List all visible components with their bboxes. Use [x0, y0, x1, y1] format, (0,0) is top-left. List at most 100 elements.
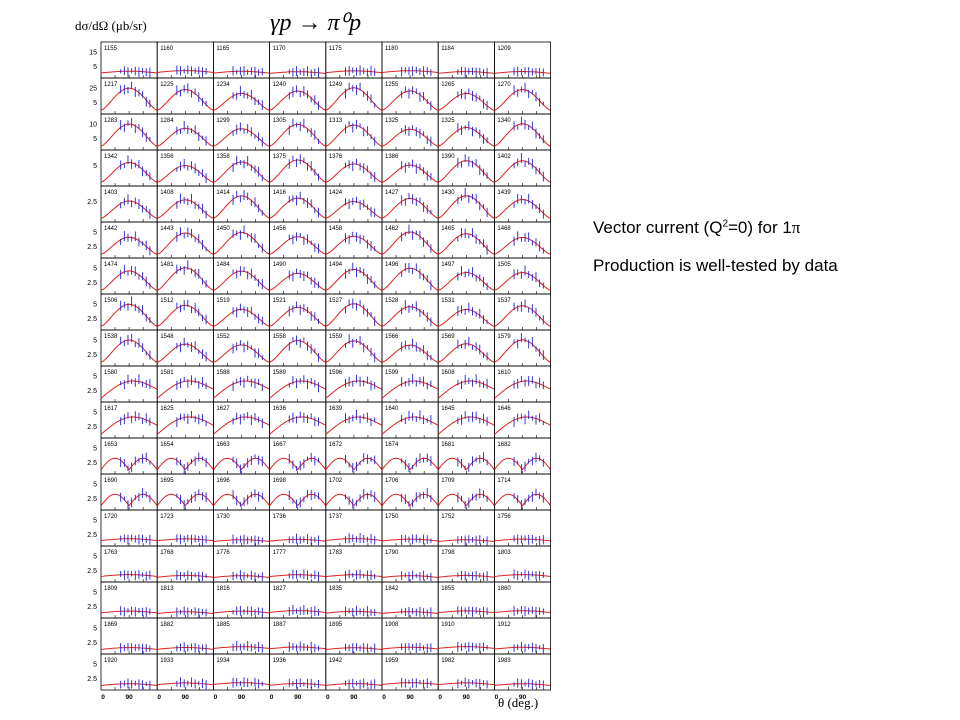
energy-label: 1538: [104, 334, 118, 340]
panel: 1698: [269, 473, 327, 511]
model-curve: [438, 92, 495, 111]
model-curve: [325, 538, 383, 541]
energy-label: 1842: [385, 586, 399, 592]
model-curve: [437, 160, 495, 183]
panel: 1512: [156, 293, 214, 331]
panel: 1869: [100, 617, 158, 655]
model-curve: [156, 88, 214, 111]
model-curve: [269, 272, 326, 291]
energy-label: 1674: [385, 442, 399, 448]
energy-label: 1696: [216, 478, 230, 484]
x-tick-label: 0: [157, 694, 161, 701]
energy-label: 1240: [273, 82, 287, 88]
energy-label: 1474: [104, 262, 118, 268]
panel: 1170: [269, 41, 327, 79]
panel: 1390: [437, 149, 495, 187]
model-curve: [494, 380, 551, 399]
model-curve: [213, 646, 270, 649]
model-curve: [381, 128, 439, 147]
x-tick-label: 0: [438, 694, 442, 701]
model-curve: [437, 493, 495, 507]
energy-label: 1342: [104, 154, 118, 160]
model-curve: [494, 457, 551, 471]
model-curve: [325, 574, 383, 578]
model-curve: [325, 268, 383, 291]
panel: 1283: [100, 113, 158, 151]
model-curve: [269, 574, 326, 578]
model-curve: [325, 683, 383, 686]
energy-label: 1882: [160, 622, 174, 628]
energy-label: 1803: [497, 550, 511, 556]
energy-label: 1720: [104, 514, 118, 520]
energy-label: 1756: [497, 514, 511, 520]
y-tick-label: 5: [93, 302, 97, 309]
energy-label: 1790: [385, 550, 399, 556]
y-tick-label: 25: [89, 86, 97, 93]
energy-label: 1617: [104, 406, 118, 412]
model-curve: [325, 163, 383, 183]
model-curve: [213, 128, 270, 147]
panel: 1528: [381, 293, 439, 331]
panel: 1305: [269, 113, 327, 151]
side-text-line1-sup: 2: [722, 218, 728, 230]
energy-label: 1450: [216, 226, 230, 232]
model-curve: [494, 89, 551, 111]
model-curve: [213, 416, 270, 435]
energy-label: 1209: [497, 46, 511, 52]
model-curve: [213, 231, 270, 255]
energy-label: 1155: [104, 46, 118, 52]
energy-label: 1887: [273, 622, 287, 628]
energy-label: 1690: [104, 478, 118, 484]
energy-label: 1527: [329, 298, 343, 304]
model-curve: [269, 197, 327, 219]
panel: 1375: [269, 149, 327, 187]
x-tick-label: 90: [519, 694, 527, 701]
model-curve: [100, 493, 158, 507]
y-tick-label: 10: [89, 122, 97, 129]
model-curve: [213, 575, 270, 578]
model-curve: [213, 380, 270, 399]
energy-label: 1813: [160, 586, 174, 592]
model-curve: [156, 267, 214, 291]
panel: 1706: [381, 473, 439, 511]
model-curve: [381, 538, 439, 542]
model-curve: [494, 574, 551, 577]
energy-label: 1462: [385, 226, 399, 232]
model-curve: [269, 159, 327, 183]
model-curve: [325, 493, 383, 507]
energy-label: 1714: [497, 478, 511, 484]
panel: 1639: [325, 401, 383, 439]
y-tick-label: 2.5: [87, 604, 97, 611]
energy-label: 1284: [160, 118, 174, 124]
energy-label: 1737: [329, 514, 343, 520]
model-curve: [494, 71, 551, 74]
panel: 1599: [381, 365, 439, 403]
model-curve: [100, 303, 158, 327]
model-curve: [156, 457, 214, 471]
energy-label: 1653: [104, 442, 118, 448]
model-curve: [381, 416, 439, 435]
panel: 1552: [212, 329, 270, 367]
energy-label: 1376: [329, 154, 343, 160]
model-curve: [325, 457, 383, 471]
model-curve: [100, 416, 158, 435]
panel: 1558: [269, 329, 327, 367]
panel: 1424: [325, 185, 383, 223]
panel: 1184: [437, 41, 495, 79]
model-curve: [213, 270, 270, 291]
model-curve: [100, 270, 158, 291]
energy-label: 1283: [104, 118, 118, 124]
y-tick-label: 2.5: [87, 568, 97, 575]
panel: 1299: [212, 113, 270, 151]
x-tick-label: 90: [182, 694, 190, 701]
side-text-line1-pre: Vector current (Q: [593, 218, 723, 237]
panel: 1882: [156, 617, 214, 655]
energy-label: 1667: [273, 442, 287, 448]
energy-label: 1695: [160, 478, 174, 484]
panel: 1284: [156, 113, 214, 151]
energy-label: 1827: [273, 586, 287, 592]
y-tick-label: 2.5: [87, 199, 97, 206]
panel: 1402: [493, 149, 551, 187]
panel: 1356: [156, 149, 214, 187]
y-tick-label: 5: [93, 554, 97, 561]
